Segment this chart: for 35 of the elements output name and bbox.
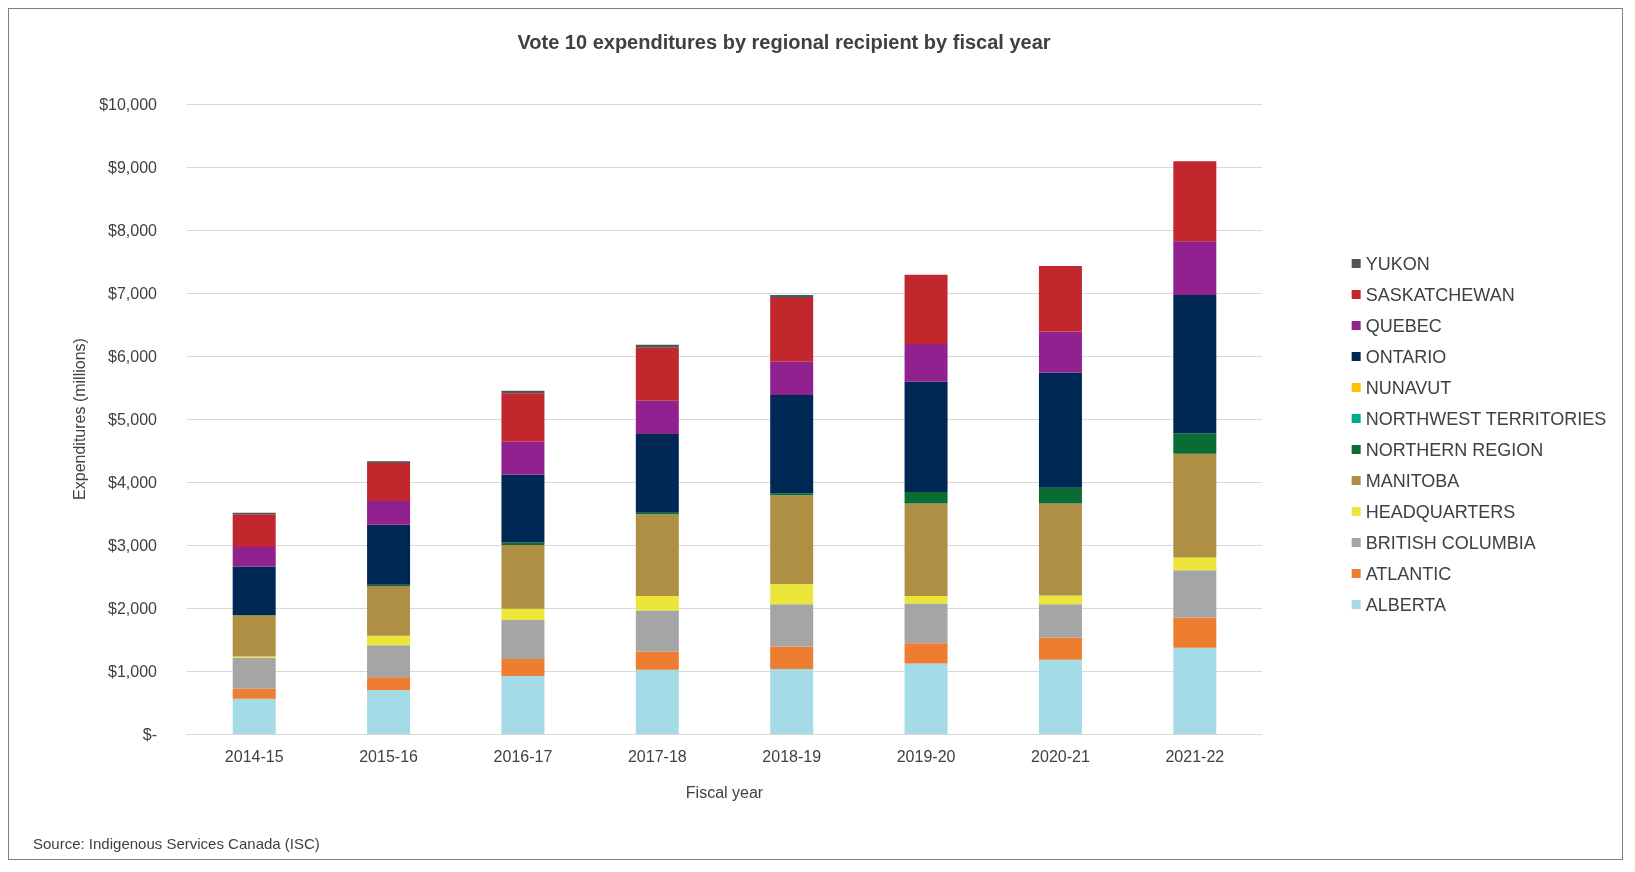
x-tick-label: 2017-18	[627, 747, 687, 765]
x-tick-label: 2020-21	[1031, 747, 1090, 765]
x-tick-label: 2016-17	[493, 747, 553, 765]
legend-label: ATLANTIC	[1365, 563, 1452, 584]
legend-label: QUEBEC	[1365, 315, 1442, 336]
y-tick-label: $3,000	[108, 536, 158, 554]
y-tick-label: $7,000	[108, 284, 158, 302]
legend-label: MANITOBA	[1365, 470, 1460, 491]
y-tick-label: $10,000	[99, 95, 158, 113]
x-tick-label: 2019-20	[896, 747, 956, 765]
y-tick-label: $9,000	[108, 158, 158, 176]
x-tick-label: 2015-16	[359, 747, 419, 765]
y-tick-label: $5,000	[108, 410, 158, 428]
y-axis-title: Expenditures (millions)	[70, 338, 88, 500]
legend-label: YUKON	[1365, 253, 1430, 274]
y-tick-label: $4,000	[108, 473, 158, 491]
y-tick-label: $8,000	[108, 221, 158, 239]
y-tick-label: $1,000	[108, 662, 158, 680]
legend-label: NUNAVUT	[1365, 377, 1452, 398]
y-tick-label: $2,000	[108, 599, 158, 617]
legend-label: BRITISH COLUMBIA	[1365, 532, 1536, 553]
x-axis-title: Fiscal year	[685, 783, 764, 801]
legend-label: NORTHWEST TERRITORIES	[1365, 408, 1607, 429]
x-tick-label: 2014-15	[224, 747, 284, 765]
y-tick-label: $-	[142, 725, 157, 743]
legend-label: ONTARIO	[1365, 346, 1447, 367]
x-tick-label: 2021-22	[1165, 747, 1225, 765]
y-tick-label: $6,000	[108, 347, 158, 365]
source-note: Source: Indigenous Services Canada (ISC)	[33, 835, 320, 852]
legend-label: NORTHERN REGION	[1365, 439, 1544, 460]
legend-label: ALBERTA	[1365, 594, 1447, 615]
legend-label: SASKATCHEWAN	[1365, 284, 1515, 305]
chart-title: Vote 10 expenditures by regional recipient by fiscal year	[517, 31, 1051, 53]
legend-label: HEADQUARTERS	[1365, 501, 1516, 522]
x-tick-label: 2018-19	[762, 747, 822, 765]
